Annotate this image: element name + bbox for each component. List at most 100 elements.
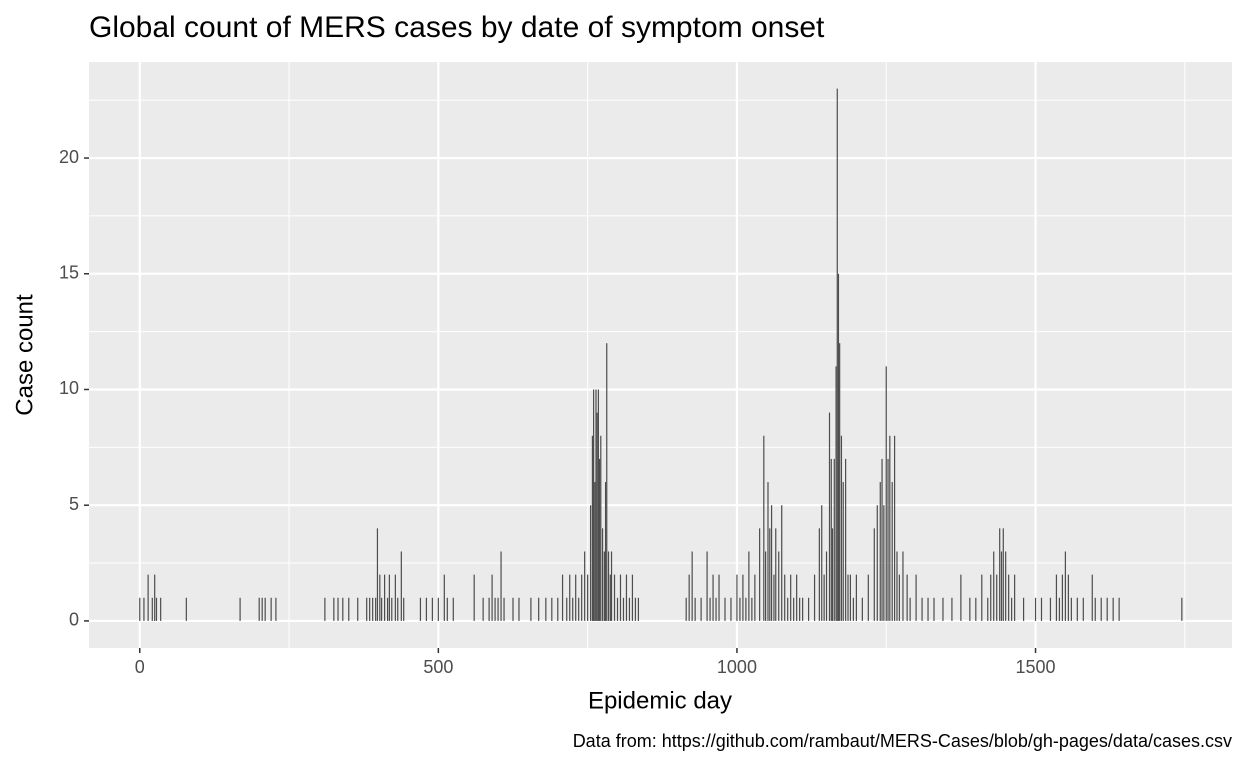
- bar: [1049, 597, 1052, 621]
- bar: [996, 574, 998, 621]
- bar: [342, 597, 344, 621]
- bar: [538, 597, 540, 621]
- bar: [488, 597, 490, 621]
- bar: [452, 597, 454, 621]
- bar: [258, 597, 260, 621]
- bar: [1014, 574, 1016, 621]
- caption: Data from: https://github.com/rambaut/ME…: [573, 731, 1232, 751]
- bar: [619, 574, 622, 621]
- bar: [386, 597, 389, 621]
- bar: [833, 458, 835, 621]
- bar: [600, 435, 602, 621]
- bar: [790, 574, 792, 621]
- bar: [1058, 597, 1061, 621]
- bar: [1076, 597, 1078, 621]
- bar: [906, 574, 908, 621]
- bar: [261, 597, 263, 621]
- bar: [769, 528, 771, 621]
- bar: [275, 597, 277, 621]
- bar: [773, 574, 775, 621]
- bar: [400, 551, 402, 621]
- bar: [497, 597, 499, 621]
- bar: [155, 597, 158, 621]
- bar: [494, 597, 496, 621]
- bar: [419, 597, 422, 621]
- bar: [751, 597, 753, 621]
- bar: [799, 597, 801, 621]
- bar: [631, 574, 634, 621]
- bar: [765, 551, 767, 621]
- bar: [796, 574, 798, 621]
- bar: [425, 597, 428, 621]
- x-tick-label: 1500: [1016, 657, 1056, 677]
- bar: [530, 597, 532, 621]
- bar: [867, 574, 869, 621]
- y-tick-label: 20: [59, 147, 79, 167]
- bar: [634, 597, 637, 621]
- x-tick-label: 1000: [717, 657, 757, 677]
- bar: [595, 389, 597, 621]
- bar: [891, 482, 893, 621]
- bar: [825, 551, 828, 621]
- bar: [587, 574, 589, 621]
- bar: [443, 574, 445, 621]
- bar: [942, 597, 944, 621]
- bar: [839, 343, 841, 621]
- bar: [491, 574, 493, 621]
- bar: [845, 458, 847, 621]
- bar: [885, 366, 887, 621]
- bar: [437, 597, 439, 621]
- bar: [572, 597, 574, 621]
- bar: [637, 597, 640, 621]
- bar: [610, 551, 613, 621]
- bar: [590, 505, 592, 621]
- bar: [802, 597, 804, 621]
- bar: [557, 597, 559, 621]
- bar: [337, 597, 339, 621]
- bar: [569, 574, 571, 621]
- bar: [357, 597, 359, 621]
- bar: [818, 528, 820, 621]
- bar: [821, 505, 823, 621]
- bar: [1100, 597, 1102, 621]
- bar: [736, 574, 738, 621]
- bar: [151, 597, 153, 621]
- bar: [581, 574, 583, 621]
- bar: [879, 482, 881, 621]
- bar: [375, 597, 377, 621]
- bar: [147, 574, 149, 621]
- bar: [849, 574, 852, 621]
- x-tick-label: 0: [135, 657, 145, 677]
- bar: [902, 551, 904, 621]
- bar: [770, 505, 773, 621]
- bar: [613, 574, 616, 621]
- bar: [709, 597, 711, 621]
- bar: [1112, 597, 1114, 621]
- bar: [896, 551, 898, 621]
- x-tick-label: 500: [423, 657, 453, 677]
- bar: [915, 574, 917, 621]
- bar: [616, 597, 619, 621]
- bar: [369, 597, 371, 621]
- bar: [606, 343, 608, 621]
- bar: [575, 574, 577, 621]
- bar: [512, 597, 514, 621]
- bar: [837, 273, 840, 621]
- bar: [1064, 551, 1066, 621]
- bar: [993, 551, 995, 621]
- bar: [691, 551, 693, 621]
- bar: [384, 574, 386, 621]
- bar: [388, 574, 390, 621]
- bar: [578, 597, 580, 621]
- bar: [403, 597, 405, 621]
- bar: [503, 597, 505, 621]
- bar: [1181, 597, 1183, 621]
- bar: [366, 597, 368, 621]
- bar: [1011, 597, 1013, 621]
- bar: [598, 458, 601, 621]
- bar: [604, 482, 607, 621]
- bar: [778, 551, 780, 621]
- bar: [594, 482, 596, 621]
- bar: [873, 528, 875, 621]
- bar: [990, 574, 992, 621]
